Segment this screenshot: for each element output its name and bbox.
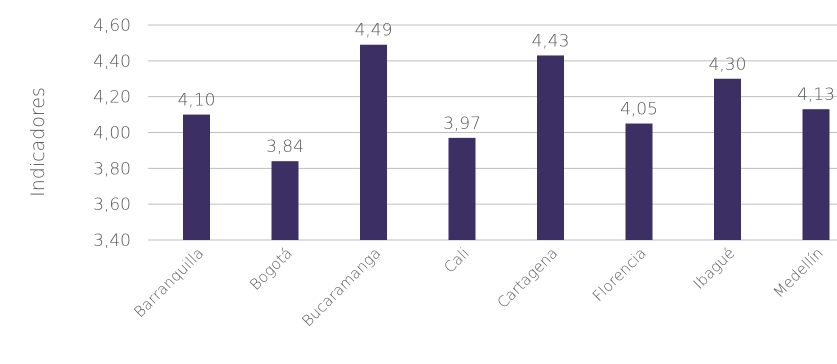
bars	[183, 44, 830, 241]
x-tick-label: Bogotá	[246, 244, 296, 294]
y-tick-label: 3,60	[93, 195, 131, 215]
bar	[625, 123, 653, 240]
x-axis-labels: Barranquilla Bogotá Bucaramanga Cali Cartage…	[130, 244, 826, 330]
data-label: 3,84	[266, 137, 304, 157]
y-tick-label: 4,00	[93, 124, 131, 144]
bar	[360, 44, 387, 241]
data-label: 4,30	[709, 55, 747, 75]
gridlines	[148, 24, 837, 241]
x-tick-label: Cali	[440, 244, 473, 277]
bar	[271, 161, 299, 240]
data-label: 4,13	[797, 85, 835, 105]
data-labels: 4,10 3,84 4,49 3,97 4,43 4,05 4,30 4,13	[178, 21, 835, 157]
y-tick-label: 3,40	[93, 231, 131, 251]
y-tick-label: 4,40	[93, 52, 131, 72]
x-tick-label: Ibagué	[690, 244, 739, 293]
y-tick-label: 4,60	[93, 16, 131, 36]
bar	[802, 109, 830, 240]
bar	[714, 78, 741, 240]
x-tick-label: Barranquilla	[130, 244, 207, 321]
data-label: 4,05	[620, 100, 658, 120]
bar	[183, 114, 210, 240]
data-label: 4,10	[178, 91, 216, 111]
data-label: 4,43	[532, 31, 570, 51]
y-tick-label: 3,80	[93, 159, 131, 179]
y-axis-ticks: 3,40 3,60 3,80 4,00 4,20 4,40 4,60	[93, 16, 131, 251]
x-tick-label: Bucaramanga	[298, 244, 384, 330]
x-tick-label: Medellín	[770, 244, 827, 301]
x-tick-label: Florencia	[589, 244, 650, 305]
x-tick-label: Cartagena	[494, 244, 562, 312]
bar	[537, 55, 564, 241]
y-tick-label: 4,20	[93, 88, 131, 108]
data-label: 3,97	[443, 114, 481, 134]
bar	[448, 137, 476, 240]
y-axis-title: Indicadores	[27, 87, 49, 197]
data-label: 4,49	[355, 21, 393, 41]
